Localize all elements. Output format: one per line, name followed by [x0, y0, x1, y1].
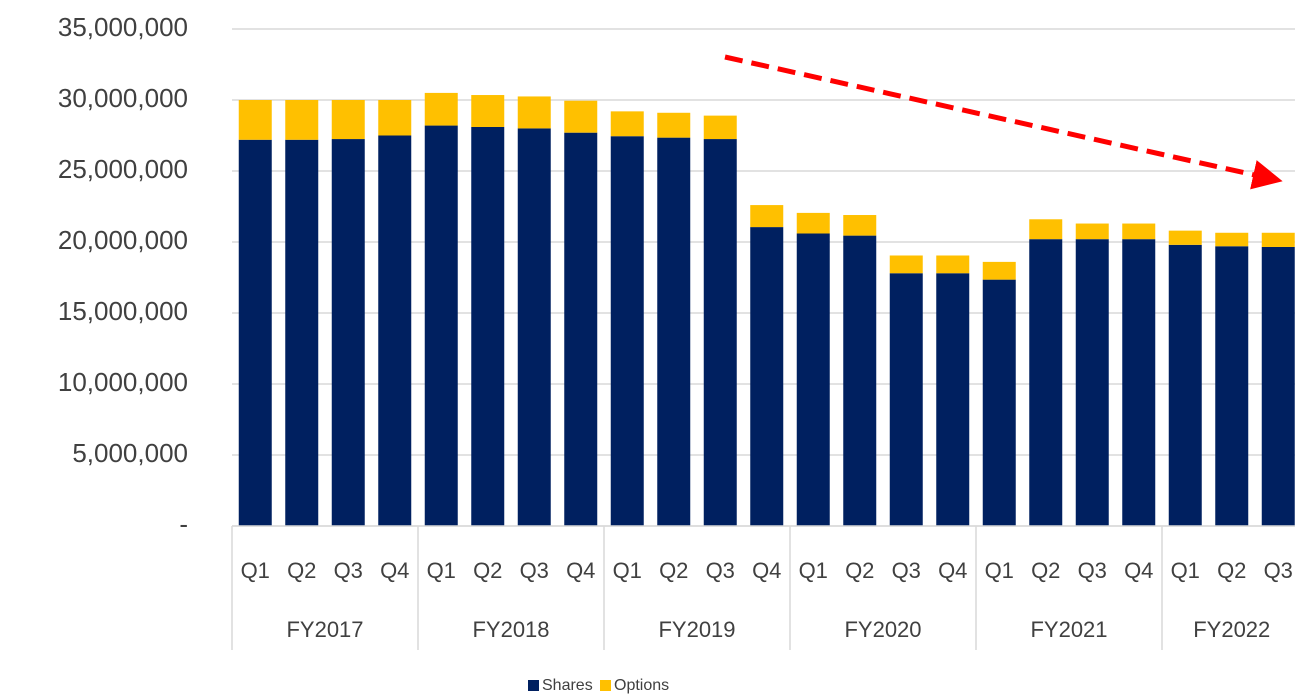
bar-segment — [238, 100, 272, 140]
y-tick-label: 25,000,000 — [58, 154, 188, 184]
group-label: FY2018 — [472, 617, 549, 642]
bar-segment — [703, 139, 737, 527]
bar-segment — [750, 227, 784, 526]
bar-segment — [936, 255, 970, 274]
x-tick-label: Q2 — [473, 558, 502, 583]
legend-label: Options — [614, 677, 669, 694]
bar-segment — [331, 139, 365, 527]
group-label: FY2021 — [1030, 617, 1107, 642]
bar-segment — [936, 273, 970, 526]
x-tick-label: Q3 — [706, 558, 735, 583]
bar-segment — [285, 139, 319, 526]
bar-segment — [1122, 223, 1156, 240]
trend-arrow — [724, 54, 1283, 190]
x-tick-label: Q1 — [985, 558, 1014, 583]
bar-segment — [982, 261, 1016, 280]
bar-segment — [285, 100, 319, 140]
bar-segment — [610, 111, 644, 137]
bar-segment — [1215, 232, 1249, 247]
x-tick-label: Q2 — [287, 558, 316, 583]
x-tick-label: Q2 — [845, 558, 874, 583]
bar-segment — [1075, 223, 1109, 240]
y-tick-label: 10,000,000 — [58, 367, 188, 397]
legend-swatch — [528, 680, 539, 691]
bar-segment — [1122, 239, 1156, 526]
bar-segment — [889, 273, 923, 526]
bar-segment — [1261, 232, 1295, 247]
legend-label: Shares — [542, 677, 593, 694]
x-tick-label: Q2 — [1031, 558, 1060, 583]
group-label: FY2017 — [286, 617, 363, 642]
x-tick-label: Q4 — [752, 558, 781, 583]
bar-segment — [796, 233, 830, 527]
bar-segment — [750, 205, 784, 228]
x-tick-label: Q4 — [380, 558, 409, 583]
group-label: FY2022 — [1193, 617, 1270, 642]
x-tick-label: Q1 — [613, 558, 642, 583]
bar-segment — [471, 95, 505, 127]
bar-segment — [424, 125, 458, 526]
bar-segment — [610, 136, 644, 526]
bar-segment — [1029, 219, 1063, 240]
bar-segment — [982, 279, 1016, 526]
bar-segment — [843, 215, 877, 236]
x-tick-label: Q1 — [241, 558, 270, 583]
x-tick-label: Q2 — [1217, 558, 1246, 583]
bar-segment — [1215, 246, 1249, 526]
bar-segment — [796, 212, 830, 234]
y-tick-label: - — [179, 509, 188, 539]
legend-swatch — [600, 680, 611, 691]
x-tick-label: Q4 — [1124, 558, 1153, 583]
bar-segment — [378, 100, 412, 136]
bar-segment — [238, 139, 272, 526]
y-tick-label: 15,000,000 — [58, 296, 188, 326]
y-tick-label: 20,000,000 — [58, 225, 188, 255]
bar-segment — [1029, 239, 1063, 526]
bar-segment — [657, 137, 691, 526]
bar-segment — [471, 126, 505, 526]
bar-segment — [657, 112, 691, 138]
x-tick-label: Q3 — [1078, 558, 1107, 583]
x-tick-label: Q4 — [566, 558, 595, 583]
x-tick-label: Q4 — [938, 558, 967, 583]
bar-segment — [564, 132, 598, 526]
bar-segment — [378, 135, 412, 526]
y-tick-label: 30,000,000 — [58, 83, 188, 113]
x-tick-label: Q3 — [334, 558, 363, 583]
bar-segment — [1075, 239, 1109, 526]
x-tick-label: Q1 — [1171, 558, 1200, 583]
bar-segment — [843, 235, 877, 527]
bar-segment — [424, 92, 458, 126]
bar-segment — [703, 115, 737, 140]
bar-segment — [517, 128, 551, 526]
x-tick-label: Q1 — [427, 558, 456, 583]
y-tick-label: 5,000,000 — [72, 438, 188, 468]
x-tick-label: Q2 — [659, 558, 688, 583]
bar-segment — [564, 100, 598, 133]
bar-segment — [1168, 230, 1202, 245]
y-tick-label: 35,000,000 — [58, 12, 188, 42]
x-tick-label: Q3 — [1264, 558, 1293, 583]
bar-segment — [1168, 244, 1202, 526]
bar-segment — [1261, 246, 1295, 526]
x-tick-label: Q3 — [892, 558, 921, 583]
group-label: FY2020 — [844, 617, 921, 642]
x-tick-label: Q3 — [520, 558, 549, 583]
bar-segment — [889, 255, 923, 274]
x-tick-label: Q1 — [799, 558, 828, 583]
bar-segment — [331, 100, 365, 140]
bar-segment — [517, 96, 551, 129]
group-label: FY2019 — [658, 617, 735, 642]
